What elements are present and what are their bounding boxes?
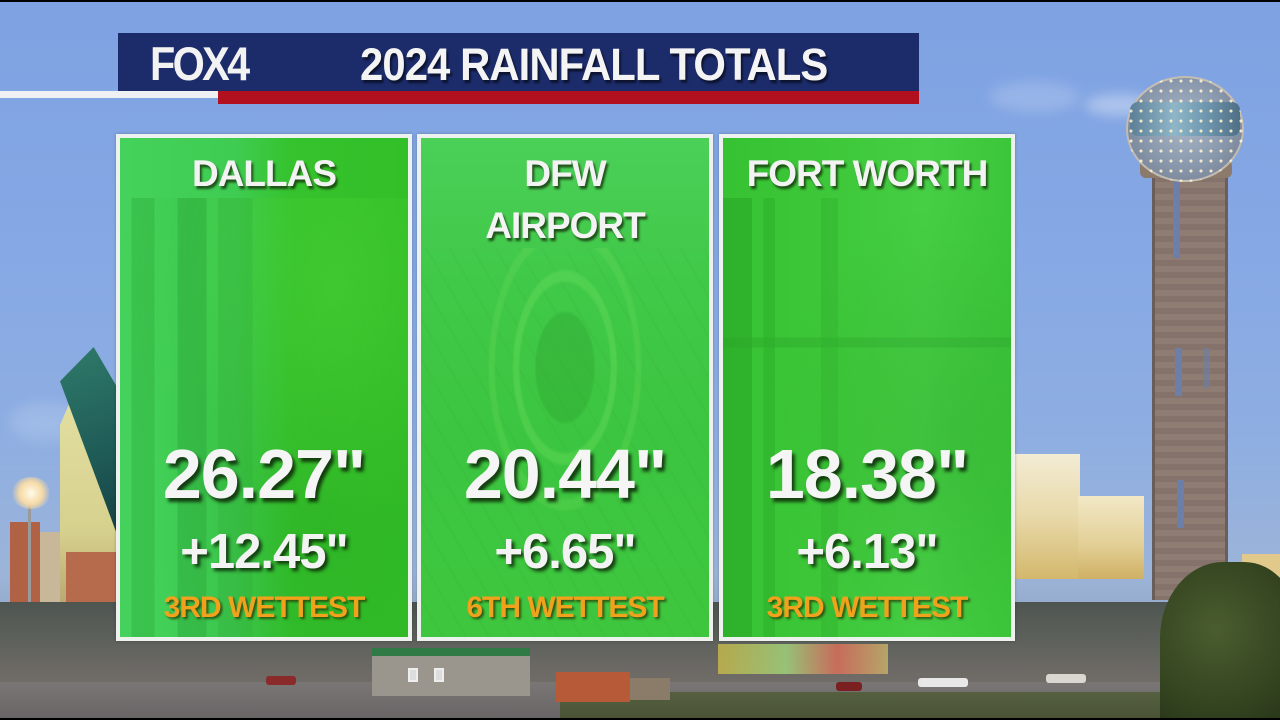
dfw-airport-photo-overlay [421,248,709,637]
shed-window [434,668,444,682]
shed-building [372,648,530,696]
panel-dfw-airport: DFW AIRPORT 20.44" +6.65" 6TH WETTEST [417,134,713,641]
building-gold [1014,454,1080,579]
rainfall-total: 18.38" [765,435,969,513]
street-lamp-light [11,477,51,509]
wettest-rank: 3RD WETTEST [163,591,366,624]
rainfall-total: 26.27" [162,435,366,513]
building-gold [1078,496,1144,579]
reunion-tower-lights [1126,76,1244,182]
fort-worth-stockyards-photo-overlay [723,198,1011,637]
header-accent-line [0,91,218,98]
fence [630,678,670,700]
panel-dallas: DALLAS 26.27" +12.45" 3RD WETTEST [116,134,412,641]
shed-window [408,668,418,682]
header-red-band [218,91,919,104]
page-title: 2024 RAINFALL TOTALS [360,39,828,90]
tree [1160,562,1280,718]
wettest-rank: 3RD WETTEST [766,591,969,624]
cloud [990,82,1080,112]
car [836,682,862,691]
car [918,678,968,687]
panel-fort-worth: FORT WORTH 18.38" +6.13" 3RD WETTEST [719,134,1015,641]
panel-background [723,138,1011,637]
car [1046,674,1086,683]
car [266,676,296,685]
location-name: FORT WORTH [746,153,989,194]
tower-window [1173,178,1180,258]
panel-background [120,138,408,637]
shipping-container [556,672,630,702]
fox4-logo: FOX4 [150,37,250,90]
location-name: DALLAS [191,153,337,194]
rainfall-total: 20.44" [463,435,667,513]
dallas-skyline-photo-overlay [120,198,408,637]
header-bar [118,33,919,91]
tower-window [1177,480,1184,528]
building [40,532,60,612]
location-name-line-1: DFW [524,153,606,194]
location-name-line-2: AIRPORT [485,205,646,246]
panel-background [421,138,709,637]
storefront [718,644,888,674]
building [10,522,40,612]
reunion-tower-shaft [1152,170,1228,600]
wettest-rank: 6TH WETTEST [466,591,664,624]
rainfall-above-normal: +6.65" [494,525,636,579]
rainfall-above-normal: +12.45" [180,525,348,579]
street-lamp-pole [28,502,31,682]
tower-window [1175,348,1182,396]
tower-window [1203,348,1210,388]
rainfall-above-normal: +6.13" [796,525,938,579]
